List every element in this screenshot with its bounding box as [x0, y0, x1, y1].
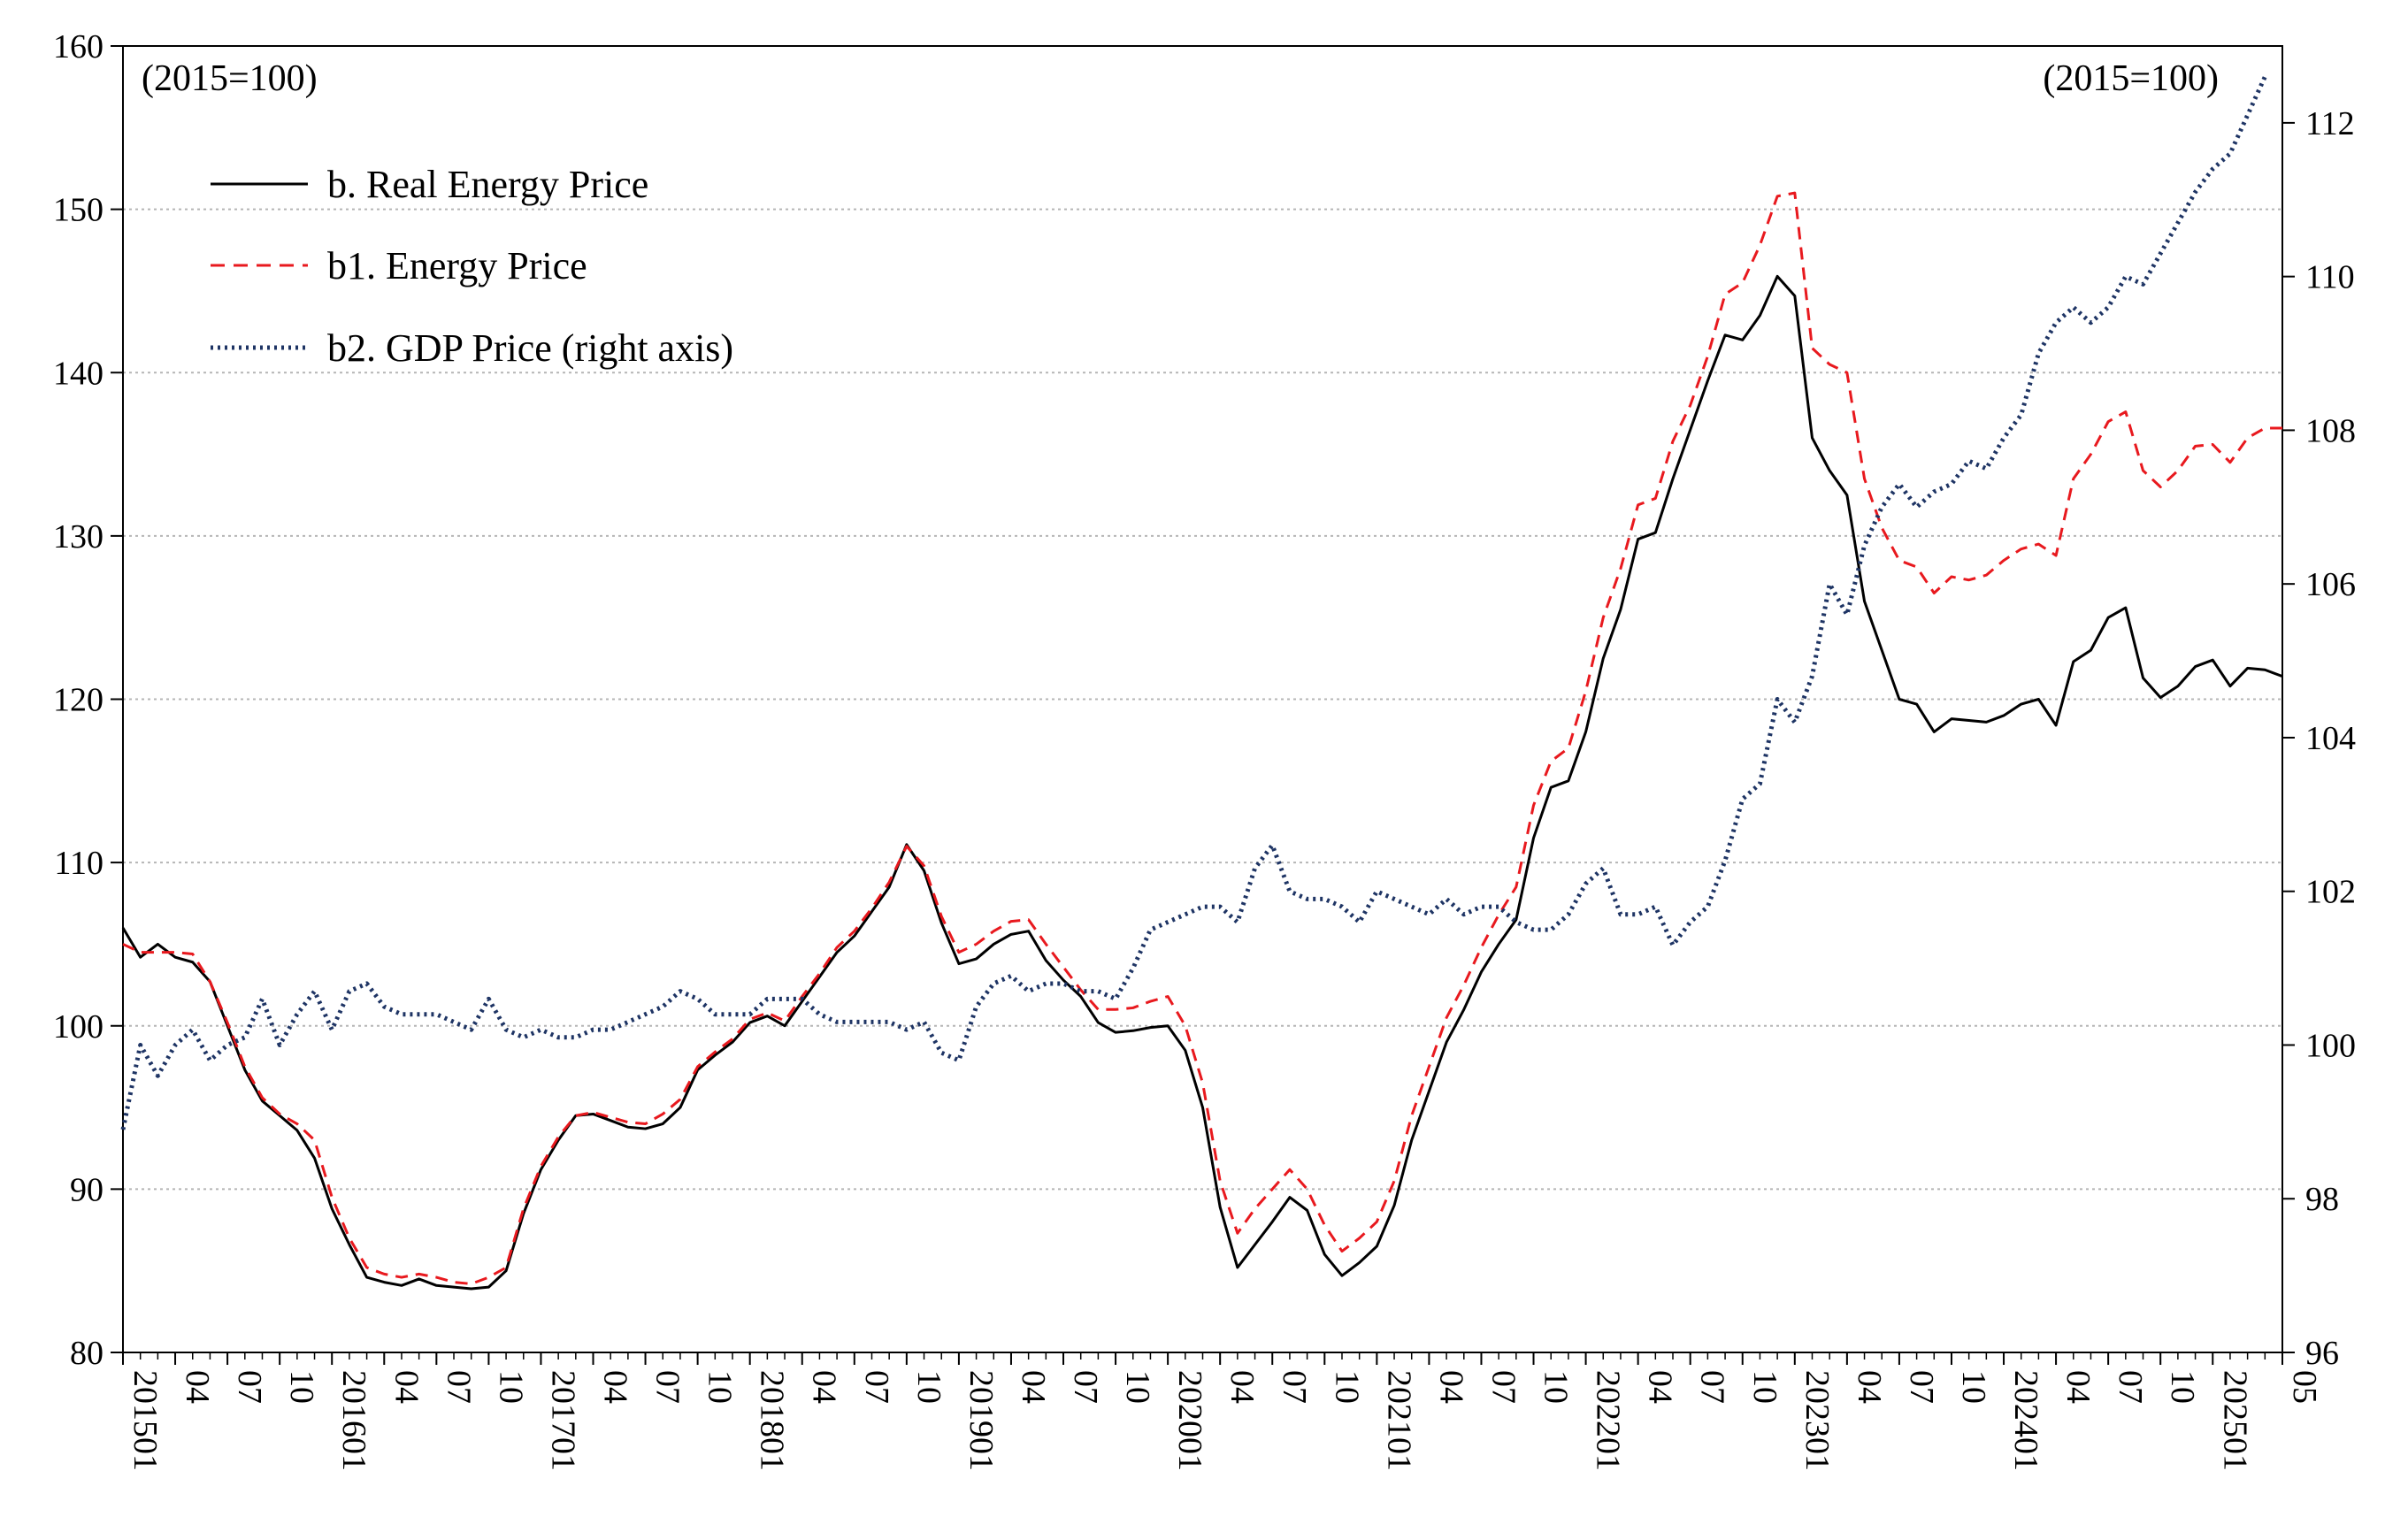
x-tick-label: 10	[1746, 1370, 1783, 1404]
x-tick-label: 04	[1015, 1370, 1052, 1404]
right-tick-label: 102	[2305, 874, 2356, 911]
x-tick-label: 07	[858, 1370, 895, 1404]
x-tick-label: 07	[1694, 1370, 1731, 1404]
x-tick-label: 202101	[1380, 1370, 1417, 1471]
left-tick-label: 110	[54, 845, 104, 882]
x-tick-label: 04	[2059, 1370, 2097, 1404]
series-gdp-price	[120, 75, 2267, 1130]
legend-label-real-energy-price: b. Real Energy Price	[327, 163, 648, 206]
right-axis: 96 98 100 102 104 106 108 110 112	[2282, 105, 2356, 1372]
x-tick-label: 201801	[754, 1370, 791, 1471]
right-tick-label: 96	[2305, 1335, 2339, 1372]
right-tick-label: 110	[2305, 259, 2355, 296]
x-tick-label: 04	[179, 1370, 216, 1404]
left-axis: 80 90 100 110 120 130 140 150 160	[53, 28, 123, 1372]
x-tick-label: 04	[1642, 1370, 1679, 1404]
x-tick-label: 202001	[1171, 1370, 1208, 1471]
series-lines	[120, 75, 2283, 1291]
legend-item-gdp-price: b2. GDP Price (right axis)	[211, 326, 733, 370]
right-tick-label: 106	[2305, 566, 2356, 603]
x-tick-label: 07	[1067, 1370, 1104, 1404]
x-tick-label: 202501	[2216, 1370, 2253, 1471]
right-tick-label: 100	[2305, 1027, 2356, 1064]
x-tick-label: 07	[1484, 1370, 1522, 1404]
x-tick-label: 10	[1955, 1370, 1992, 1404]
right-tick-label: 104	[2305, 720, 2356, 757]
x-tick-label: 10	[910, 1370, 947, 1404]
x-tick-label: 04	[1432, 1370, 1469, 1404]
x-tick-label: 07	[231, 1370, 268, 1404]
x-tick-label: 07	[1276, 1370, 1313, 1404]
x-tick-label: 10	[2164, 1370, 2201, 1404]
x-tick-label: 10	[702, 1370, 739, 1404]
x-tick-label: 04	[1851, 1370, 1888, 1404]
x-tick-label: 201601	[335, 1370, 372, 1471]
legend-label-energy-price: b1. Energy Price	[327, 244, 587, 287]
x-tick-label: 201901	[962, 1370, 1000, 1471]
left-tick-label: 140	[53, 355, 104, 392]
left-tick-label: 100	[53, 1008, 104, 1046]
x-tick-label: 07	[2112, 1370, 2149, 1404]
x-tick-label: 10	[1538, 1370, 1575, 1404]
left-tick-label: 90	[70, 1171, 104, 1208]
x-tick-label: 10	[492, 1370, 529, 1404]
left-tick-label: 130	[53, 518, 104, 555]
x-tick-label: 201501	[127, 1370, 164, 1471]
x-tick-label: 10	[283, 1370, 320, 1404]
x-tick-label: 202201	[1590, 1370, 1627, 1471]
x-tick-label: 201701	[544, 1370, 581, 1471]
x-tick-label: 07	[649, 1370, 686, 1404]
right-tick-label: 108	[2305, 412, 2356, 449]
left-unit-label: (2015=100)	[142, 58, 318, 99]
legend-item-energy-price: b1. Energy Price	[211, 244, 587, 287]
x-tick-label: 04	[597, 1370, 634, 1404]
x-tick-label: 10	[1119, 1370, 1156, 1404]
legend-label-gdp-price: b2. GDP Price (right axis)	[327, 326, 733, 370]
x-tick-label: 202401	[2007, 1370, 2044, 1471]
left-tick-label: 160	[53, 28, 104, 65]
x-tick-label: 04	[1223, 1370, 1261, 1404]
gridlines	[123, 208, 2282, 1191]
legend: b. Real Energy Price b1. Energy Price b2…	[211, 163, 733, 370]
x-axis: 201501 04 07 10 201601 04 07 10 201701 04 07 10 2018…	[122, 1352, 2323, 1471]
right-unit-label: (2015=100)	[2043, 58, 2219, 99]
x-tick-label: 05	[2286, 1370, 2323, 1404]
right-tick-label: 98	[2305, 1181, 2339, 1218]
x-tick-label: 04	[387, 1370, 425, 1404]
right-tick-label: 112	[2305, 105, 2355, 142]
left-tick-label: 150	[53, 192, 104, 229]
x-tick-label: 07	[1903, 1370, 1940, 1404]
x-tick-label: 202301	[1798, 1370, 1836, 1471]
x-tick-label: 04	[806, 1370, 843, 1404]
legend-item-real-energy-price: b. Real Energy Price	[211, 163, 648, 206]
series-real-energy-price	[121, 274, 2283, 1291]
series-energy-price	[122, 191, 2282, 1285]
x-tick-label: 10	[1328, 1370, 1365, 1404]
left-tick-label: 80	[70, 1335, 104, 1372]
left-tick-label: 120	[53, 682, 104, 719]
x-tick-label: 07	[440, 1370, 477, 1404]
